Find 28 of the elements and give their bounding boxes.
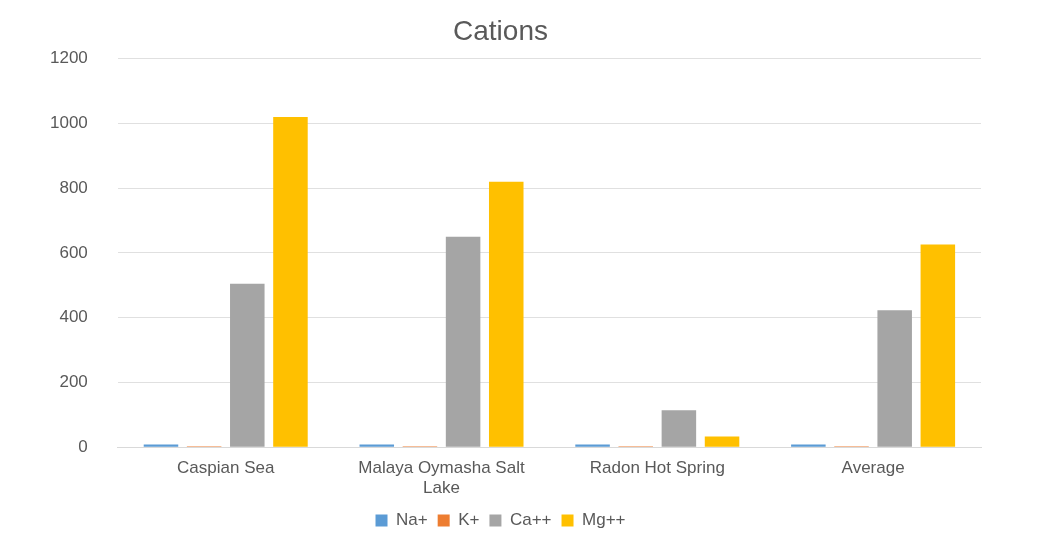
legend-label: Na+ — [396, 510, 428, 530]
y-tick-label: 1200 — [49, 48, 88, 68]
bar — [661, 410, 697, 447]
legend-label: Ca++ — [509, 510, 552, 530]
bar — [273, 116, 308, 447]
bar — [791, 444, 826, 447]
bar — [230, 283, 265, 447]
y-tick-label: 600 — [59, 242, 88, 262]
x-tick-label: Average — [841, 458, 905, 478]
bar — [877, 310, 912, 447]
bar — [143, 444, 179, 447]
x-tick-label: Malaya Oymasha Salt Lake — [358, 458, 525, 498]
y-tick-label: 1000 — [49, 113, 88, 133]
y-tick-label: 800 — [59, 177, 88, 197]
bar — [488, 181, 524, 447]
x-tick-label: Radon Hot Spring — [589, 458, 725, 478]
chart-title: Cations — [453, 14, 548, 46]
bar — [920, 244, 956, 447]
bar — [445, 236, 481, 447]
legend-label: Mg++ — [582, 510, 626, 530]
bar — [575, 444, 610, 447]
legend-label: K+ — [458, 510, 480, 530]
y-tick-label: 400 — [59, 307, 88, 327]
bar — [704, 436, 740, 447]
y-tick-label: 200 — [59, 372, 88, 392]
x-tick-label: Caspian Sea — [177, 458, 275, 478]
bar — [359, 444, 395, 447]
y-tick-label: 0 — [78, 436, 88, 456]
